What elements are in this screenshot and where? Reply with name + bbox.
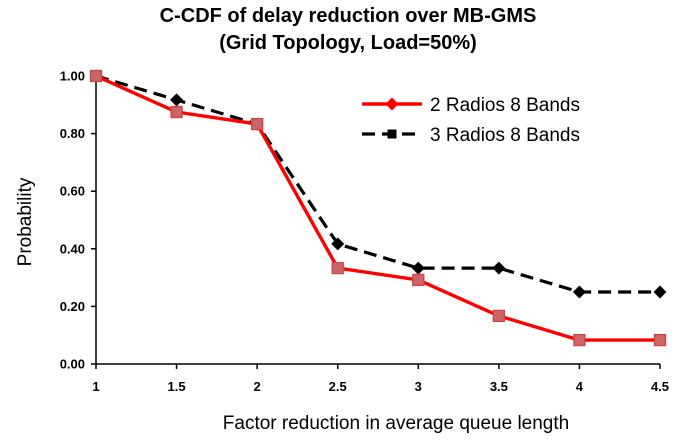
- y-tick-label: 0.20: [60, 299, 85, 314]
- data-point: [250, 117, 264, 131]
- data-point: [170, 93, 184, 107]
- chart-subtitle: (Grid Topology, Load=50%): [219, 32, 477, 54]
- x-tick-label: 4.5: [651, 379, 669, 394]
- y-tick-label: 0.60: [60, 184, 85, 199]
- data-point: [492, 309, 506, 323]
- x-tick-label: 2: [254, 379, 261, 394]
- y-tick-label: 0.00: [60, 357, 85, 372]
- x-tick-label: 3.5: [490, 379, 508, 394]
- y-tick-label: 0.40: [60, 241, 85, 256]
- data-point: [89, 69, 103, 83]
- data-point: [653, 333, 667, 347]
- y-axis-label: Probability: [15, 177, 36, 266]
- legend-label: 3 Radios 8 Bands: [430, 125, 580, 146]
- data-point: [331, 237, 345, 251]
- x-tick-label: 1.5: [168, 379, 186, 394]
- x-tick-label: 4: [576, 379, 584, 394]
- data-point: [492, 261, 506, 275]
- legend: 2 Radios 8 Bands 3 Radios 8 Bands: [362, 95, 580, 146]
- series-line: [95, 74, 660, 342]
- data-point: [412, 273, 425, 287]
- series-two-radios: [89, 69, 667, 347]
- x-axis-label: Factor reduction in average queue length: [223, 413, 569, 434]
- y-tick-label: 0.80: [60, 126, 85, 141]
- chart-title: C-CDF of delay reduction over MB-GMS: [160, 5, 537, 27]
- data-point: [573, 333, 586, 347]
- data-point: [653, 285, 667, 299]
- series-layer: [89, 69, 667, 347]
- series-line: [95, 74, 660, 294]
- x-tick-label: 2.5: [329, 379, 347, 394]
- legend-label: 2 Radios 8 Bands: [430, 95, 580, 116]
- data-point: [411, 261, 425, 275]
- y-tick-label: 1.00: [60, 69, 85, 84]
- data-point: [170, 105, 183, 119]
- y-axis-ticks: 0.00 0.20 0.40 0.60 0.80 1.00: [60, 69, 96, 372]
- x-axis-ticks: 1 1.5 2 2.5 3 3.5 4 4.5: [92, 364, 669, 394]
- legend-marker: [387, 129, 397, 139]
- data-point: [331, 261, 344, 275]
- legend-marker: [385, 97, 399, 111]
- x-tick-label: 3: [415, 379, 422, 394]
- data-point: [572, 285, 586, 299]
- x-tick-label: 1: [92, 379, 99, 394]
- axes: [95, 74, 660, 365]
